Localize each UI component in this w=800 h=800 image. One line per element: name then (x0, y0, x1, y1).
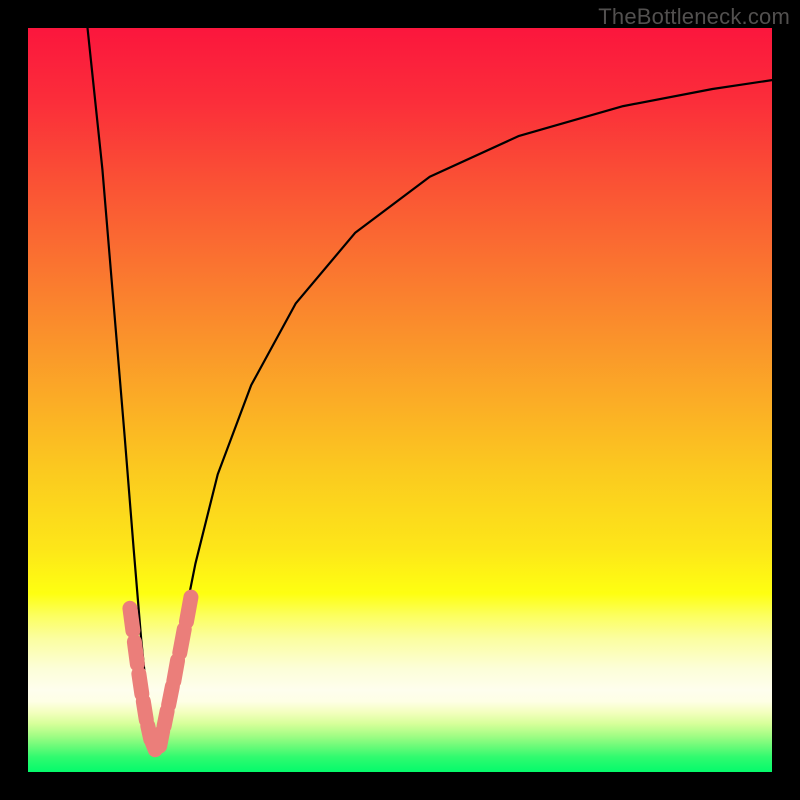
marker-right-arm-highlights-0 (160, 731, 163, 746)
marker-right-arm-highlights-5 (186, 597, 190, 622)
bottleneck-chart (0, 0, 800, 800)
marker-right-arm-highlights-3 (174, 660, 178, 681)
chart-container: TheBottleneck.com (0, 0, 800, 800)
marker-left-arm-highlights-2 (139, 674, 142, 694)
marker-right-arm-highlights-2 (169, 686, 173, 705)
marker-left-arm-highlights-3 (143, 701, 146, 720)
marker-left-arm-highlights-0 (130, 608, 133, 630)
marker-right-arm-highlights-1 (164, 711, 167, 726)
marker-left-arm-highlights-1 (134, 642, 137, 664)
marker-right-arm-highlights-4 (180, 629, 184, 653)
